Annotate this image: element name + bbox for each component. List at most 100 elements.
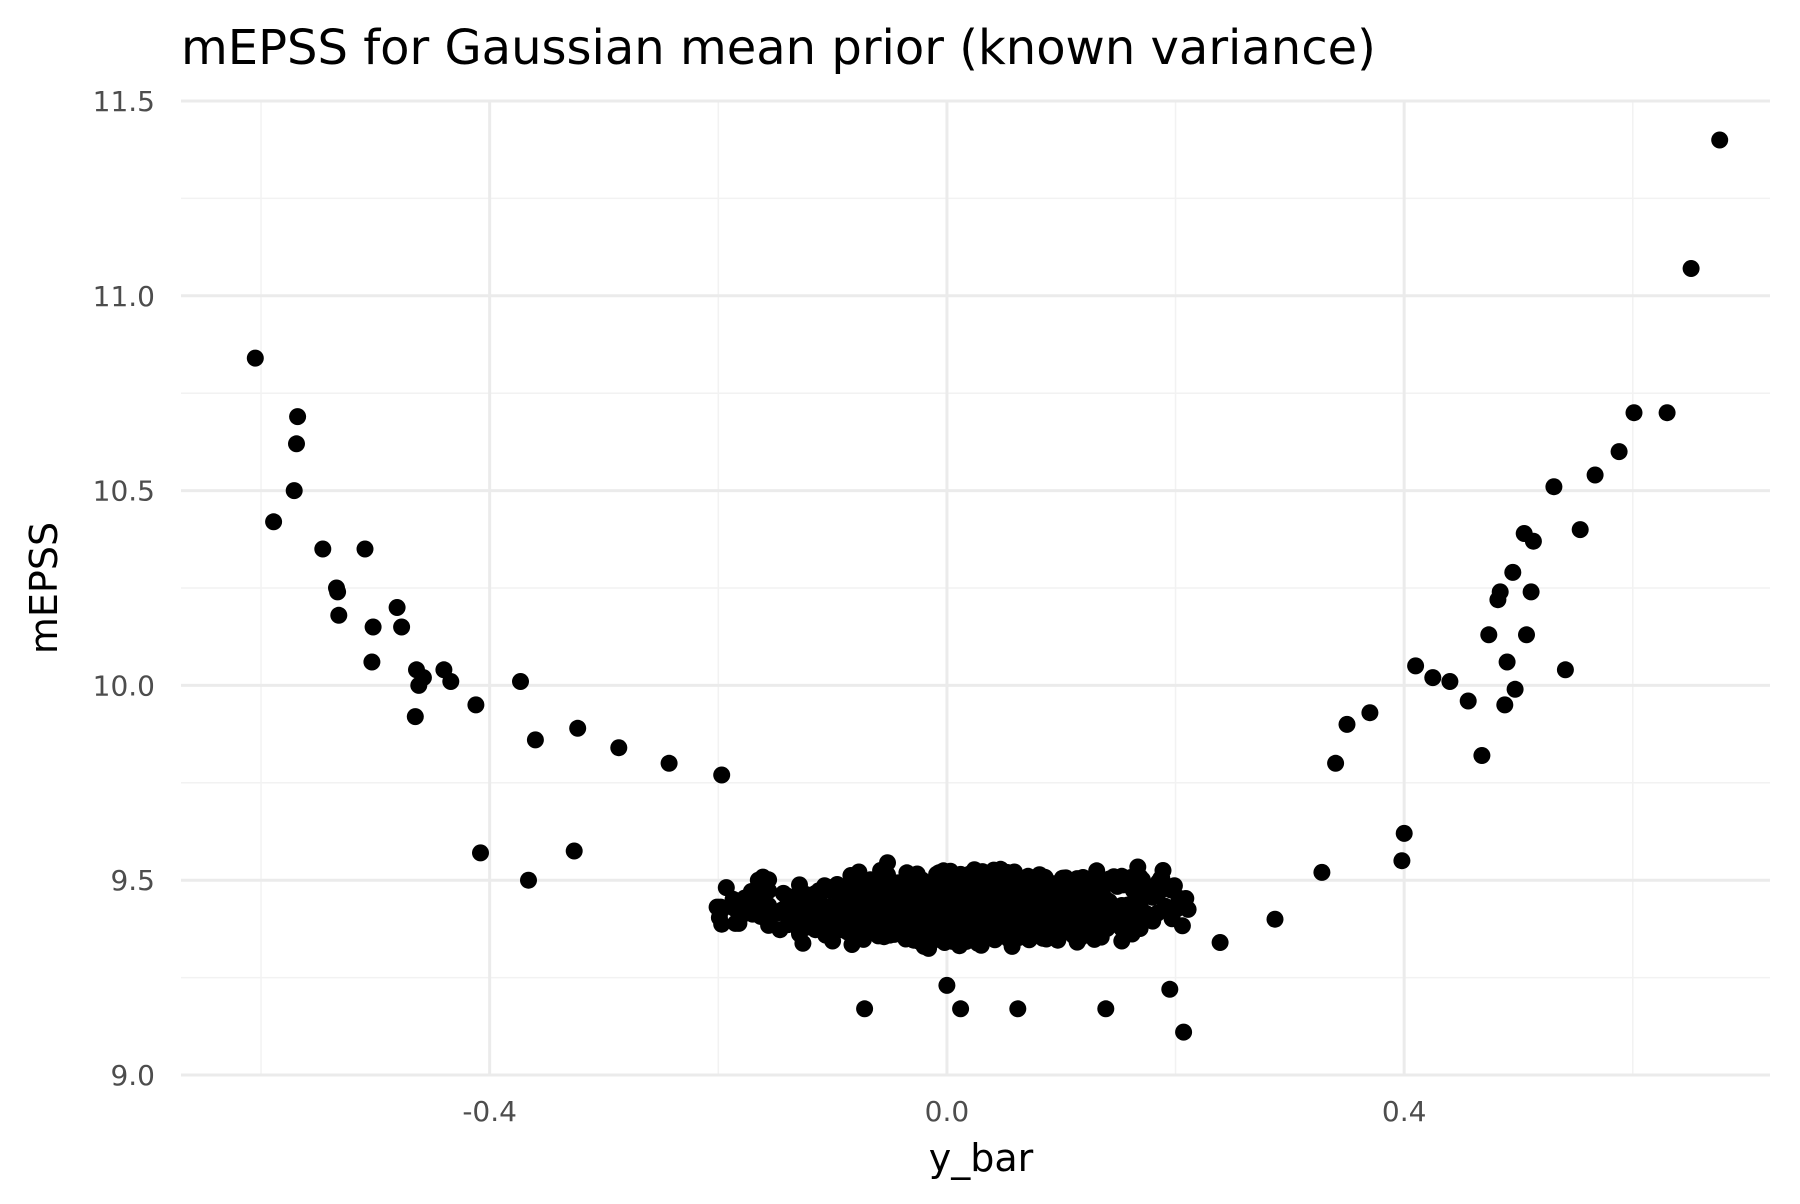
y-tick-label: 11.0	[93, 280, 155, 313]
data-point	[986, 931, 1004, 949]
y-tick-label: 9.0	[110, 1059, 155, 1092]
data-point	[1105, 868, 1123, 886]
y-axis-ticks: 9.0 9.5 10.0 10.5 11.0 11.5	[93, 85, 155, 1092]
data-point	[1211, 934, 1229, 951]
data-point	[1658, 404, 1676, 422]
data-point	[1327, 754, 1345, 772]
data-point	[1571, 521, 1589, 539]
data-point	[1473, 747, 1491, 764]
data-point	[1395, 824, 1413, 842]
data-point	[865, 913, 883, 930]
data-point	[946, 914, 964, 932]
data-point	[1313, 863, 1331, 881]
data-point	[812, 900, 830, 918]
data-point	[512, 673, 529, 690]
data-point	[1682, 260, 1700, 277]
data-point	[880, 915, 898, 933]
data-point	[1625, 404, 1643, 422]
data-point	[967, 868, 984, 886]
data-point	[742, 883, 760, 900]
data-point	[1123, 925, 1141, 943]
data-point	[1129, 912, 1147, 930]
data-point	[1067, 882, 1085, 900]
chart-title: mEPSS for Gaussian mean prior (known var…	[181, 20, 1376, 76]
outer-points	[246, 131, 1729, 1041]
data-point	[1459, 692, 1477, 710]
y-tick-label: 10.5	[93, 475, 155, 508]
data-point	[1009, 1000, 1027, 1018]
data-point	[968, 931, 986, 949]
data-point	[729, 897, 747, 914]
data-point	[800, 890, 818, 908]
data-point	[876, 892, 894, 910]
data-point	[1496, 696, 1514, 714]
data-point	[1491, 583, 1509, 601]
data-point	[314, 540, 332, 558]
data-point	[565, 842, 583, 860]
data-point	[1518, 626, 1535, 644]
data-point	[984, 864, 1002, 882]
data-point	[1407, 657, 1425, 675]
data-point	[799, 918, 816, 936]
data-point	[288, 435, 305, 453]
y-tick-label: 11.5	[93, 85, 155, 118]
data-point	[1524, 532, 1542, 550]
data-point	[1153, 871, 1171, 889]
data-point	[569, 719, 587, 737]
data-point	[520, 871, 537, 889]
data-point	[265, 513, 283, 531]
data-point	[1092, 901, 1110, 919]
data-point	[1029, 898, 1047, 916]
data-point	[1068, 870, 1086, 888]
x-tick-label: -0.4	[462, 1095, 517, 1128]
data-point	[856, 1000, 874, 1018]
x-tick-label: 0.4	[1382, 1095, 1427, 1128]
data-point	[1424, 669, 1442, 687]
data-point	[1067, 907, 1085, 925]
data-point	[363, 653, 381, 671]
data-point	[1097, 1000, 1115, 1018]
x-tick-label: 0.0	[925, 1095, 970, 1128]
data-point	[756, 883, 774, 901]
data-point	[1021, 917, 1039, 935]
data-point	[467, 696, 485, 714]
data-point	[1556, 661, 1574, 679]
data-point	[931, 884, 949, 902]
data-point	[393, 618, 411, 636]
data-point	[610, 739, 628, 757]
data-point	[713, 915, 731, 933]
data-point	[843, 877, 861, 895]
data-point	[1124, 880, 1142, 898]
data-point	[1441, 673, 1459, 690]
data-point	[1610, 443, 1628, 461]
point-cloud	[565, 842, 1197, 957]
data-point	[1170, 889, 1188, 907]
data-point	[329, 583, 347, 601]
data-point	[1056, 920, 1074, 938]
data-point	[1506, 680, 1524, 698]
data-point	[987, 892, 1005, 910]
data-point	[1048, 898, 1066, 916]
data-point	[1393, 852, 1411, 870]
data-point	[1001, 929, 1019, 947]
data-point	[410, 676, 428, 694]
data-point	[713, 766, 731, 784]
data-point	[285, 482, 303, 500]
data-point	[760, 916, 778, 934]
data-point	[823, 922, 840, 940]
data-point	[1116, 904, 1134, 922]
data-point	[1361, 704, 1379, 722]
data-point	[246, 349, 264, 367]
data-point	[1088, 864, 1106, 882]
data-point	[1504, 563, 1522, 581]
data-point	[999, 865, 1016, 883]
data-point	[979, 916, 997, 934]
data-point	[1035, 878, 1053, 896]
data-point	[749, 902, 767, 920]
data-point	[712, 898, 730, 916]
data-point	[526, 731, 544, 749]
data-point	[912, 921, 930, 939]
data-point	[1091, 927, 1109, 944]
data-point	[849, 906, 867, 923]
data-point	[1161, 980, 1179, 998]
